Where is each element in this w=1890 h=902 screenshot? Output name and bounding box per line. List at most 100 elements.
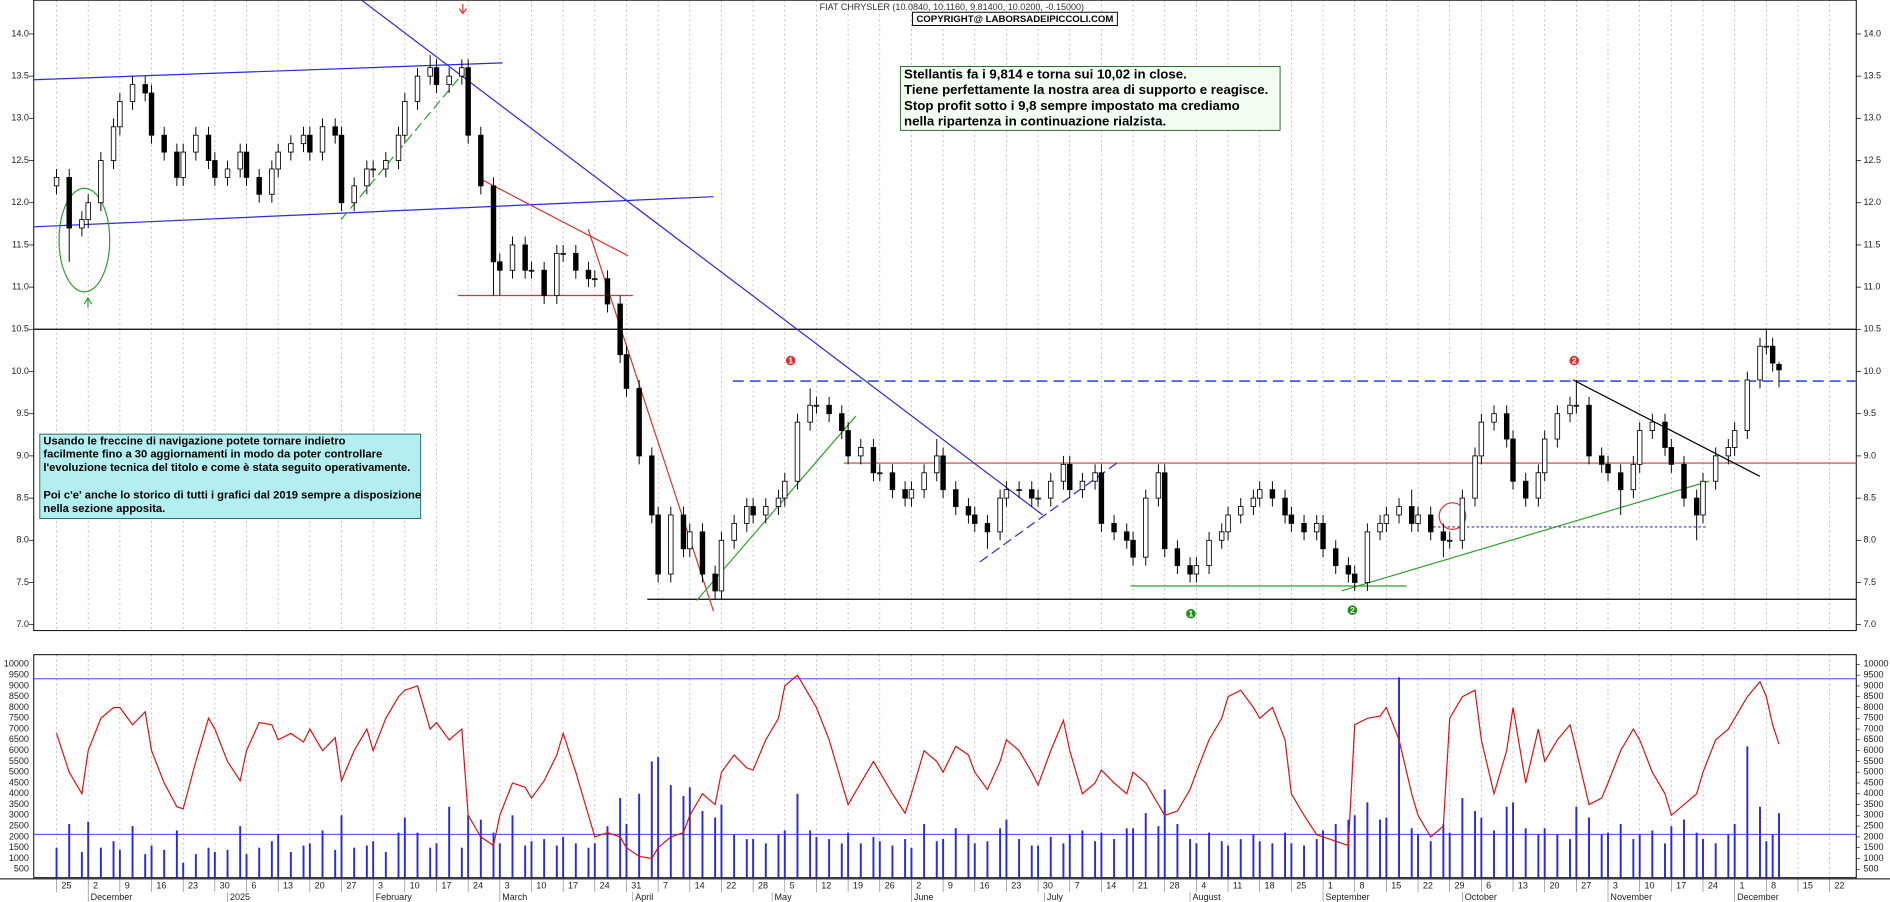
candle-body <box>1003 489 1010 499</box>
trend-line <box>479 178 629 257</box>
volume-bar <box>954 828 957 878</box>
candle-body <box>180 151 186 178</box>
y-tick-label: 10.0 <box>11 366 29 376</box>
volume-bar <box>682 795 685 878</box>
volume-bar <box>289 852 292 878</box>
candle-body <box>161 134 167 153</box>
candle-body <box>300 134 307 145</box>
volume-bar <box>302 845 305 878</box>
volume-bar <box>1632 839 1635 878</box>
y-tick-label: 11.5 <box>1863 239 1880 249</box>
volume-bar <box>1771 834 1774 878</box>
volume-bar <box>1353 815 1356 878</box>
candle-body <box>1662 421 1668 448</box>
y2-tick-label: 3000 <box>9 810 29 820</box>
volume-bar <box>429 847 432 878</box>
month-label: July <box>1047 892 1064 902</box>
volume-bar <box>587 847 590 878</box>
candle-body <box>623 354 630 389</box>
volume-bar <box>720 804 723 878</box>
x-tick-label: 9 <box>125 881 130 891</box>
volume-bar <box>1271 843 1274 878</box>
candle-body <box>275 151 281 170</box>
candle-body <box>744 506 750 524</box>
candle-body <box>782 480 788 499</box>
candle-body <box>1029 489 1035 499</box>
candle-body <box>813 404 820 407</box>
candle-body <box>680 514 687 550</box>
y-tick-label: 7.0 <box>16 619 29 629</box>
candle-body <box>395 134 402 161</box>
candle-body <box>1522 480 1529 499</box>
volume-bar <box>1537 834 1540 878</box>
x-tick-label: 6 <box>251 881 256 891</box>
candle-body <box>79 219 85 229</box>
x-tick-label: 1 <box>1739 881 1744 891</box>
volume-bar <box>745 839 748 878</box>
x-tick-label: 9 <box>948 881 953 891</box>
candle-body <box>338 134 345 204</box>
candle-body <box>1257 489 1263 499</box>
volume-bar <box>245 854 248 878</box>
candle-body <box>1769 345 1776 364</box>
candle-body <box>807 404 813 423</box>
candle-body <box>1554 413 1561 440</box>
candle-body <box>1174 548 1181 567</box>
x-tick-label: 2 <box>916 881 921 891</box>
candle-body <box>1731 430 1738 448</box>
y-tick-label: 10.0 <box>1863 366 1881 376</box>
x-tick-label: 2 <box>93 881 98 891</box>
candle-body <box>560 252 566 255</box>
y2-tick-label: 4500 <box>9 777 29 787</box>
candle-body <box>877 472 883 475</box>
volume-bar <box>815 836 818 878</box>
volume-bar <box>1366 802 1369 878</box>
volume-bar <box>163 849 166 878</box>
candle-body <box>1016 489 1022 492</box>
y2-tick-label: 4000 <box>9 788 29 798</box>
volume-bar <box>372 841 375 878</box>
candle-body <box>870 447 877 474</box>
volume-bar <box>714 817 717 878</box>
candle-body <box>1668 447 1675 465</box>
candle-body <box>649 455 655 516</box>
volume-bar <box>1220 841 1223 878</box>
volume-bar <box>277 834 280 878</box>
volume-bar <box>1062 843 1065 878</box>
candle-body <box>1193 565 1200 575</box>
candle-body <box>142 84 148 94</box>
candle-body <box>1250 497 1257 507</box>
y2-tick-label: 5500 <box>9 756 29 766</box>
x-tick-label: 10 <box>410 881 420 891</box>
candle-body <box>446 75 452 86</box>
candle-body <box>687 531 693 550</box>
candle-body <box>1162 472 1168 550</box>
month-label: April <box>635 892 653 902</box>
y2-tick-label: 1500 <box>1863 842 1883 852</box>
volume-bar <box>1778 813 1780 878</box>
candle-body <box>98 160 104 204</box>
volume-bar <box>1619 823 1622 878</box>
volume-bar <box>986 841 989 878</box>
candle-body <box>1282 497 1288 516</box>
candle-body <box>731 522 737 541</box>
volume-bar <box>1347 819 1350 878</box>
volume-bar <box>1303 845 1306 878</box>
volume-bar <box>1208 832 1211 878</box>
note-line: l'evoluzione tecnica del titolo e come è… <box>43 462 410 474</box>
volume-bar <box>479 819 482 878</box>
volume-bar <box>334 849 337 878</box>
note-line: Stop profit sotto i 9,8 sempre impostato… <box>904 98 1240 113</box>
y-tick-label: 8.5 <box>16 492 29 502</box>
x-tick-label: 4 <box>1201 881 1206 891</box>
volume-bar <box>226 849 229 878</box>
y2-tick-label: 10000 <box>1863 659 1888 669</box>
marker-label: 2 <box>1572 355 1577 365</box>
volume-bar <box>340 815 343 878</box>
y2-tick-label: 7000 <box>9 723 29 733</box>
y2-tick-label: 2500 <box>1863 821 1883 831</box>
highlight-ellipse <box>58 187 111 293</box>
candle-body <box>965 506 972 516</box>
volume-bar <box>669 785 672 878</box>
candle-body <box>1301 522 1307 533</box>
